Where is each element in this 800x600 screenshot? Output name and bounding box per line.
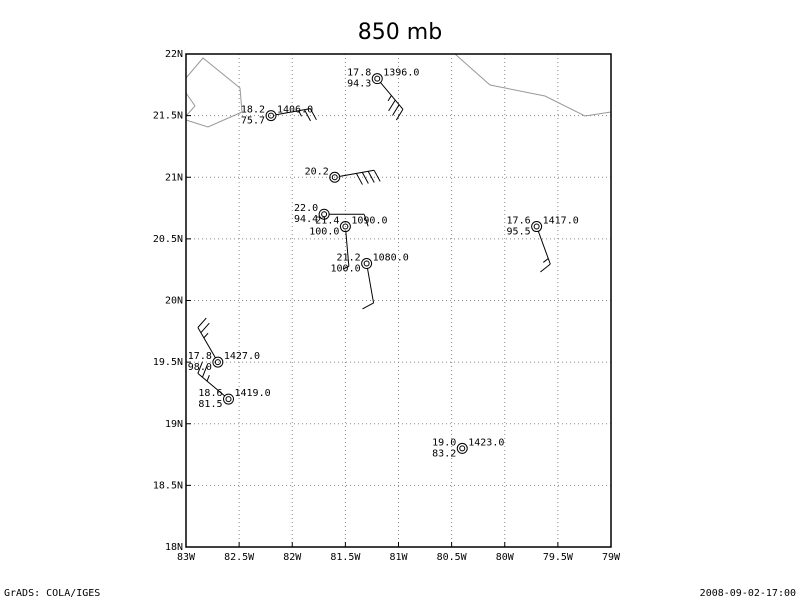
y-tick-label: 18.5N [153, 480, 183, 491]
temperature-label: 20.2 [305, 166, 329, 177]
temperature-label: 17.8 [188, 351, 212, 362]
temperature-label: 22.0 [294, 203, 318, 214]
wind-barb [275, 108, 317, 122]
station-dot [459, 445, 466, 452]
footer-right: 2008-09-02-17:00 [700, 588, 796, 599]
humidity-label: 94.3 [347, 79, 371, 90]
height-label: 1396.0 [383, 68, 419, 79]
station-dot [214, 359, 221, 366]
temperature-label: 19.0 [432, 437, 456, 448]
station-dot [225, 396, 232, 403]
y-tick-label: 18N [165, 542, 183, 553]
plot-frame [185, 53, 612, 548]
humidity-label: 95.5 [507, 227, 531, 238]
y-tick-label: 20.5N [153, 234, 183, 245]
station-dot [331, 174, 338, 181]
station-dot [533, 223, 540, 230]
temperature-label: 21.2 [337, 253, 361, 264]
height-label: 1406.0 [277, 105, 313, 116]
x-tick-label: 81.5W [330, 552, 361, 563]
coast-line [185, 57, 243, 128]
x-tick-label: 82W [283, 552, 302, 563]
humidity-label: 100.0 [331, 264, 361, 275]
x-tick-label: 80W [496, 552, 515, 563]
height-label: 1090.0 [351, 216, 387, 227]
station-dot [342, 223, 349, 230]
temperature-label: 17.6 [507, 216, 531, 227]
height-label: 1419.0 [235, 388, 271, 399]
x-tick-label: 81W [389, 552, 408, 563]
station-marker [531, 221, 543, 233]
station-marker [265, 110, 277, 122]
station-dot [321, 211, 328, 218]
y-tick-label: 20N [165, 296, 183, 307]
station-marker [212, 356, 224, 368]
humidity-label: 94.4 [294, 214, 318, 225]
humidity-label: 100.0 [309, 227, 339, 238]
station-dot [363, 260, 370, 267]
station-marker [371, 73, 383, 85]
humidity-label: 83.2 [432, 448, 456, 459]
station-dot [268, 112, 274, 119]
temperature-label: 21.4 [315, 216, 339, 227]
wind-barb [329, 213, 369, 227]
station-dot [374, 75, 381, 82]
y-tick-label: 19N [165, 419, 183, 430]
height-label: 1080.0 [373, 253, 409, 264]
wind-barb [197, 361, 225, 397]
temperature-label: 18.2 [241, 105, 265, 116]
coast-line [185, 92, 196, 117]
temperature-label: 17.8 [347, 68, 371, 79]
height-label: 1427.0 [224, 351, 260, 362]
y-tick-label: 21.5N [153, 111, 183, 122]
coast-line [454, 53, 612, 117]
height-label: 1417.0 [543, 216, 579, 227]
wind-barb [362, 268, 375, 310]
y-tick-label: 21N [165, 172, 183, 183]
x-tick-label: 79W [602, 552, 621, 563]
humidity-label: 75.7 [241, 116, 265, 127]
x-tick-label: 82.5W [224, 552, 255, 563]
temperature-label: 18.6 [198, 388, 222, 399]
coastline [185, 53, 612, 128]
wind-barb [537, 231, 551, 273]
wind-barb [197, 317, 216, 359]
station-marker [339, 221, 351, 233]
y-tick-label: 22N [165, 49, 183, 60]
footer-left: GrADS: COLA/IGES [4, 588, 100, 599]
chart-title: 850 mb [358, 20, 442, 45]
wind-barb [342, 231, 350, 270]
x-tick-label: 83W [177, 552, 196, 563]
station-marker [456, 442, 468, 454]
x-tick-label: 79.5W [543, 552, 574, 563]
height-label: 1423.0 [468, 437, 504, 448]
station-marker [223, 393, 234, 405]
station-marker [361, 258, 373, 270]
humidity-label: 81.5 [198, 399, 222, 410]
wind-barb [339, 169, 381, 185]
y-tick-label: 19.5N [153, 357, 183, 368]
wind-barb [380, 82, 404, 121]
station-marker [329, 171, 341, 183]
x-tick-label: 80.5W [437, 552, 468, 563]
